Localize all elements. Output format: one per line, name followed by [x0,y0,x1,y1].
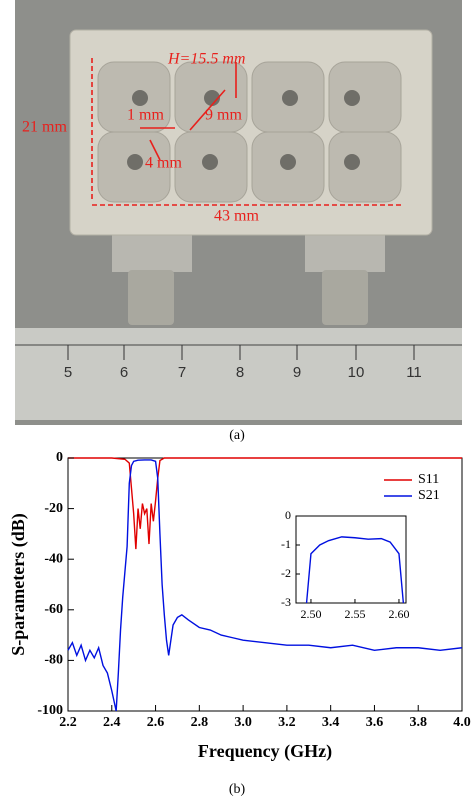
photo: 21 mm 43 mm H=15.5 mm 9 mm 1 mm 4 mm [15,0,462,425]
caption: (b) [229,782,246,797]
ruler-number: 9 [293,364,301,381]
y-tick-label: -2 [281,566,291,580]
x-tick-label: 2.4 [103,715,121,730]
x-tick-label: 3.8 [409,715,427,730]
x-tick-label: 4.0 [453,715,471,730]
annotation: 9 mm [205,107,242,124]
data-line [68,457,462,550]
x-tick-label: 2.60 [388,607,409,621]
y-tick-label: 0 [56,450,63,465]
x-tick-label: 3.0 [234,715,252,730]
ruler-number: 10 [348,364,365,381]
ruler-number: 7 [178,364,186,381]
x-tick-label: 2.55 [344,607,365,621]
annotation: 43 mm [214,208,259,225]
x-axis-label: Frequency (GHz) [198,741,332,762]
ruler-number: 6 [120,364,128,381]
x-tick-label: 3.4 [322,715,340,730]
ruler-number: 11 [406,364,422,381]
y-tick-label: -80 [44,653,63,668]
y-tick-label: -1 [281,537,291,551]
ruler-number: 8 [236,364,244,381]
annotation: 1 mm [127,107,164,124]
y-axis-label: S-parameters (dB) [8,513,29,655]
annotation: 21 mm [22,119,67,136]
annotation: 4 mm [145,155,182,172]
legend-label: S11 [418,472,439,487]
ruler-number: 5 [64,364,72,381]
y-tick-label: -60 [44,602,63,617]
data-line [67,459,463,712]
plot-area [295,515,407,604]
x-tick-label: 2.6 [147,715,165,730]
y-tick-label: -3 [281,595,291,609]
x-tick-label: 3.6 [366,715,384,730]
y-tick-label: 0 [285,508,291,522]
x-tick-label: 2.2 [59,715,77,730]
data-line [305,536,405,604]
y-tick-label: -20 [44,501,63,516]
annotation: H=15.5 mm [167,51,245,68]
legend-label: S21 [418,488,440,503]
caption: (a) [229,428,245,443]
x-tick-label: 2.50 [300,607,321,621]
y-tick-label: -100 [37,703,63,718]
x-tick-label: 3.2 [278,715,296,730]
y-tick-label: -40 [44,551,63,566]
x-tick-label: 2.8 [191,715,209,730]
